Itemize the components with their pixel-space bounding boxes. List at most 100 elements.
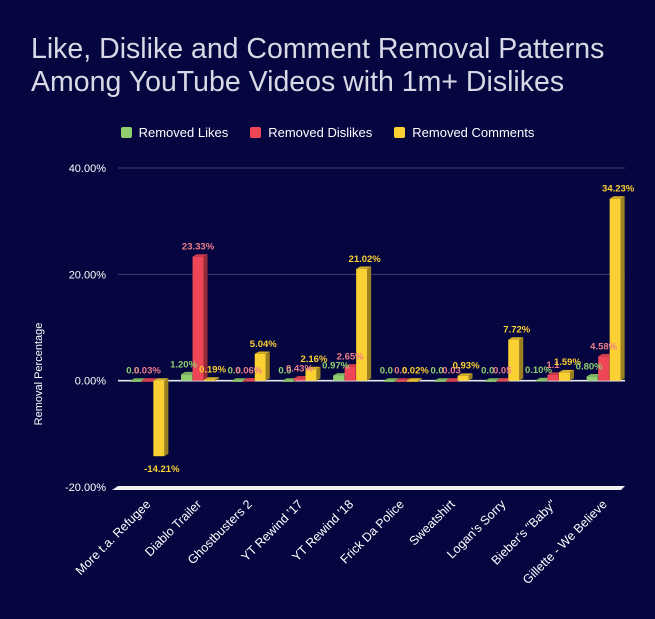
bar[interactable] [406, 378, 422, 382]
bar-top [586, 374, 602, 377]
data-label: 0.43% [286, 363, 313, 374]
bar-top [485, 378, 501, 381]
data-label: 34.23% [602, 184, 635, 195]
data-label: 2.16% [300, 354, 327, 365]
data-label: 0.06% [235, 365, 262, 376]
bar-front [181, 374, 193, 381]
y-axis-title: Removal Percentage [33, 323, 45, 426]
data-label: 0.0 [481, 366, 494, 377]
bar-front [598, 356, 610, 381]
bar-front [609, 198, 621, 381]
bar[interactable] [192, 254, 208, 381]
bar-front [496, 380, 508, 382]
bar-front [535, 380, 547, 382]
bar-top [243, 377, 259, 381]
data-label: 0.93% [453, 361, 480, 372]
bar[interactable] [153, 378, 169, 457]
bar-top [231, 378, 247, 381]
bar-top [282, 378, 298, 381]
x-category-label: Gillette - We Believe [520, 497, 610, 587]
bar-side [316, 366, 321, 381]
bar[interactable] [558, 369, 574, 381]
bar-front [406, 380, 418, 382]
data-label: 23.33% [182, 242, 215, 253]
bar-side [417, 378, 422, 382]
bar-top [293, 375, 309, 379]
bar-front [558, 372, 570, 381]
bar-front [130, 380, 142, 382]
bar-side [164, 378, 169, 457]
bar[interactable] [305, 366, 321, 381]
bar-top [508, 337, 524, 340]
bar-front [434, 380, 446, 382]
chart-title: Like, Dislike and Comment Removal Patter… [31, 33, 641, 99]
bar-side [569, 369, 574, 381]
data-labels: 0.00.03%-14.21%1.20%23.33%0.19% 0.00.06%5… [126, 184, 635, 476]
bar-top [446, 378, 462, 381]
bar-top [356, 266, 372, 269]
legend-label-removed-comments: Removed Comments [412, 124, 535, 140]
legend-item-removed-likes[interactable]: Removed Likes [120, 122, 229, 142]
bar-top [153, 378, 169, 381]
bar-top [558, 369, 574, 373]
data-label: 5.04% [250, 339, 277, 350]
bar-front [204, 379, 216, 381]
axis-floor [112, 486, 625, 490]
legend-label-removed-dislikes: Removed Dislikes [268, 124, 373, 140]
bar[interactable] [609, 196, 625, 381]
bar-front [586, 376, 598, 381]
bar-side [620, 196, 625, 381]
bar-front [254, 353, 266, 381]
data-label: 7.72% [503, 325, 530, 336]
bar-front [141, 380, 153, 382]
bar[interactable] [254, 351, 270, 381]
chart-title-line-2: Among YouTube Videos with 1m+ Dislikes [31, 66, 565, 98]
bar-front [547, 374, 559, 381]
data-label: 21.02% [349, 254, 382, 265]
bar-front [446, 380, 458, 382]
data-label: 0.0 [380, 366, 393, 377]
data-label: 0.05 [493, 365, 512, 376]
bar-front [243, 380, 255, 382]
bar-front [333, 375, 345, 381]
data-label: -14.21% [144, 464, 180, 475]
data-label: 0.80% [576, 361, 603, 372]
bar-front [305, 369, 317, 381]
data-label: 0.0 [394, 366, 407, 377]
bar-top [535, 377, 551, 381]
data-label: 0.19% [199, 365, 226, 376]
data-label: 0.97% [322, 361, 349, 372]
data-label: 4.58% [590, 341, 617, 352]
data-label: 0.03% [134, 366, 161, 377]
legend-item-removed-dislikes[interactable]: Removed Dislikes [250, 122, 372, 142]
bar[interactable] [508, 337, 524, 381]
bar-top [130, 378, 146, 381]
bar-top [333, 373, 349, 376]
x-category-label: Sweatshirt [407, 497, 459, 549]
data-label: 0.0 [228, 366, 241, 377]
y-tick-label: 40.00% [69, 163, 107, 175]
bar-front [356, 268, 368, 381]
legend-item-removed-comments[interactable]: Removed Comments [394, 122, 534, 142]
bar-top [598, 353, 614, 357]
bar-top [383, 378, 399, 381]
bar-top [204, 377, 220, 380]
bar-front [344, 366, 356, 381]
bar-front [153, 380, 165, 457]
bar-front [282, 380, 294, 382]
bar-top [457, 373, 473, 376]
chart-legend: Removed Likes Removed Dislikes Removed C… [0, 122, 655, 142]
data-label: 1.59% [554, 357, 581, 368]
legend-label-removed-likes: Removed Likes [138, 124, 229, 140]
bar-front [383, 380, 395, 382]
bar[interactable] [457, 373, 473, 381]
data-label: 0.03 [442, 366, 461, 377]
bar[interactable] [204, 377, 220, 381]
bar-top [434, 378, 450, 381]
bar[interactable] [356, 266, 372, 381]
legend-swatch-removed-likes [120, 126, 132, 138]
bar-top [609, 196, 625, 199]
